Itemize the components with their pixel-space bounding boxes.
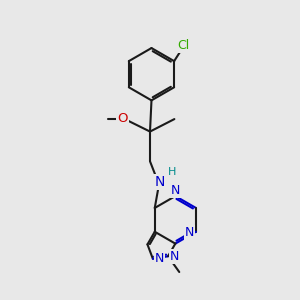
Text: N: N <box>154 175 165 189</box>
Text: N: N <box>170 250 179 263</box>
Text: Cl: Cl <box>177 40 189 52</box>
Text: O: O <box>117 112 128 125</box>
Text: N: N <box>171 184 180 197</box>
Text: H: H <box>167 167 176 177</box>
Text: N: N <box>185 226 194 239</box>
Text: N: N <box>155 252 164 265</box>
